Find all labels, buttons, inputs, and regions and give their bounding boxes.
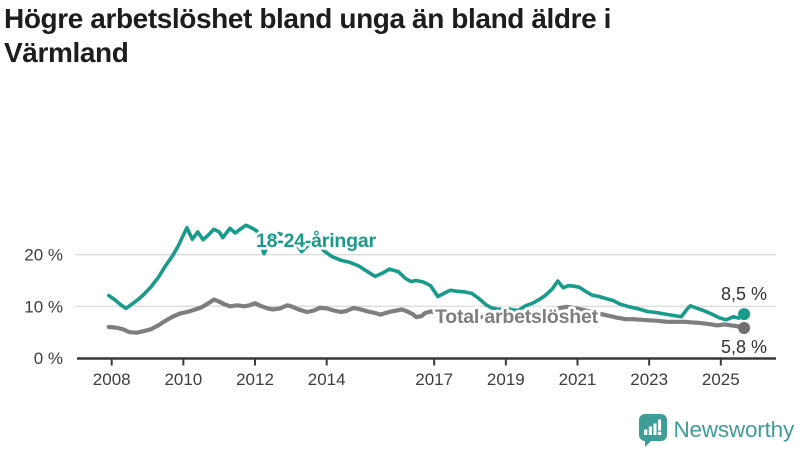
y-axis-label-20: 20 % — [24, 246, 63, 265]
x-axis-label-2023: 2023 — [630, 370, 668, 389]
end-dot-total — [738, 322, 751, 335]
newsworthy-logo[interactable]: Newsworthy — [637, 413, 794, 447]
end-value-label-youth: 8,5 % — [721, 284, 767, 304]
x-axis-label-2012: 2012 — [236, 370, 274, 389]
y-axis-label-10: 10 % — [24, 297, 63, 316]
x-axis-label-2014: 2014 — [308, 370, 346, 389]
series-line-youth — [107, 223, 746, 322]
exclamation-dot — [658, 431, 662, 436]
series-line-total — [106, 297, 747, 335]
x-axis-label-2017: 2017 — [415, 370, 453, 389]
x-axis-label-2025: 2025 — [702, 370, 740, 389]
end-dot-youth — [738, 308, 751, 321]
end-value-label-total: 5,8 % — [721, 337, 767, 357]
series-label-total: Total arbetslöshet — [435, 306, 599, 328]
bar-2 — [649, 426, 653, 435]
bar-3 — [653, 423, 657, 435]
x-axis-label-2010: 2010 — [164, 370, 202, 389]
x-axis-label-2021: 2021 — [559, 370, 597, 389]
page-title-line-1: Högre arbetslöshet bland unga än bland ä… — [4, 3, 612, 34]
x-axis-label-2019: 2019 — [487, 370, 525, 389]
y-axis-label-0: 0 % — [34, 349, 63, 368]
newsworthy-bubble-chart-icon — [639, 414, 668, 447]
series-label-youth: 18-24-åringar — [256, 229, 376, 252]
page-title: Högre arbetslöshet bland unga än bland ä… — [4, 2, 798, 70]
x-axis-label-2008: 2008 — [93, 370, 131, 389]
newsworthy-wordmark: Newsworthy — [673, 417, 794, 442]
speech-bubble-shape — [639, 414, 668, 447]
bar-1 — [644, 429, 648, 435]
page-title-line-2: Värmland — [4, 37, 129, 68]
exclamation-bar — [658, 419, 662, 431]
